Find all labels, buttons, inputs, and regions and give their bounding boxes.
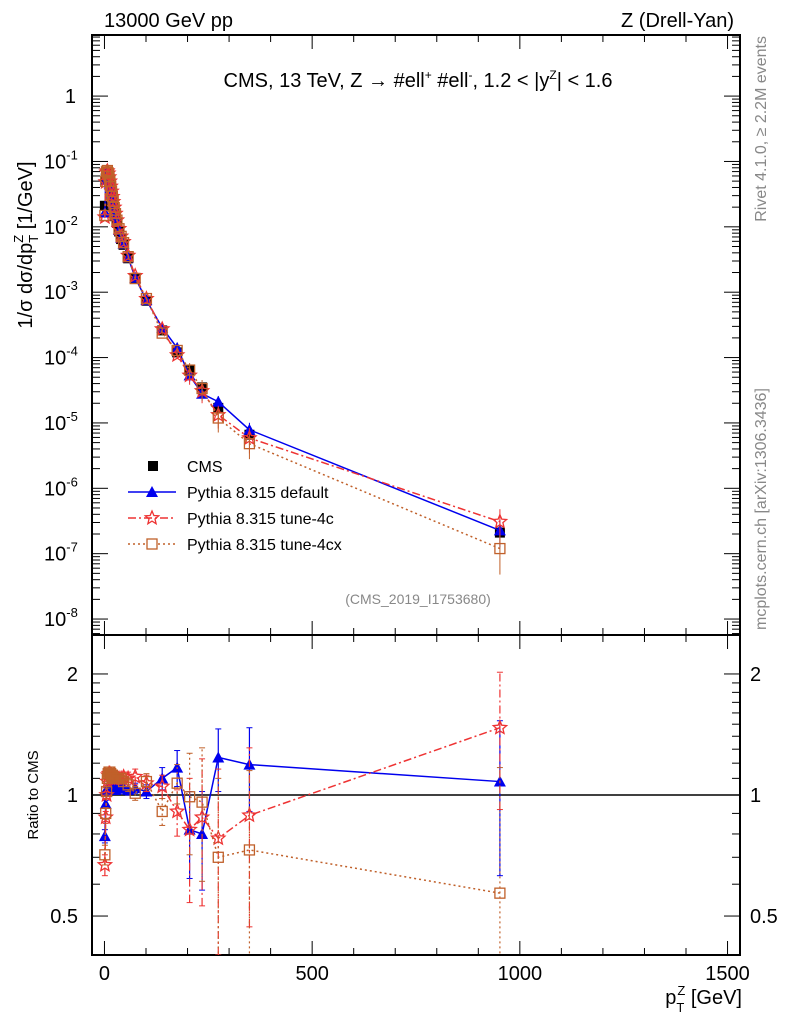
ratio-point-default: [212, 751, 225, 763]
ratio-point-tune-4cx: [494, 887, 506, 899]
main-line-tune-4c: [104, 169, 501, 523]
main-point-tune-4cx: [212, 412, 224, 424]
x-tick-label: 1500: [705, 963, 750, 985]
y-tick-label: 10-5: [44, 409, 78, 435]
ratio-point-tune-4cx: [171, 777, 183, 789]
x-tick-label: 500: [295, 963, 328, 985]
ratio-point-tune-4cx: [212, 851, 224, 863]
ratio-point-default: [98, 830, 111, 842]
ratio-point-tune-4cx: [129, 787, 141, 799]
mcplots-label: mcplots.cern.ch [arXiv:1306.3436]: [753, 388, 770, 630]
main-point-tune-4cx: [171, 344, 183, 357]
main-point-tune-4cx: [108, 201, 120, 214]
ratio-point-tune-4cx: [156, 805, 168, 818]
ratio-point-tune-4cx: [100, 785, 113, 798]
ratio-line-tune-4c: [104, 727, 501, 865]
main-point-tune-4cx: [111, 214, 123, 226]
header-right: Z (Drell-Yan): [621, 10, 734, 32]
main-point-tune-4cx: [156, 327, 168, 339]
rivet-version-label: Rivet 4.1.0, ≥ 2.2M events: [753, 36, 770, 222]
legend-item-cms: CMS: [148, 459, 223, 476]
legend-marker-cms: [148, 461, 158, 471]
ratio-point-tune-4cx: [243, 844, 256, 856]
ratio-point-tune-4cx: [99, 849, 111, 861]
ratio-point-tune-4c: [126, 768, 144, 784]
legend-item-tune-4cx: Pythia 8.315 tune-4cx: [128, 537, 342, 554]
x-tick-label: 0: [99, 963, 110, 985]
ratio-y-tick-label-left: 1: [67, 785, 78, 807]
main-point-tune-4cx: [113, 223, 125, 235]
ratio-y-tick-label-right: 1: [750, 785, 761, 807]
ratio-plot-marks: [92, 671, 740, 955]
ratio-point-tune-4c: [241, 806, 258, 823]
main-point-tune-4cx: [122, 250, 134, 263]
legend-label-cms: CMS: [187, 459, 223, 476]
ratio-point-tune-4c: [168, 802, 186, 819]
legend-label-tune-4cx: Pythia 8.315 tune-4cx: [187, 537, 342, 554]
legend-item-default: Pythia 8.315 default: [128, 485, 329, 502]
main-point-tune-4cx: [243, 438, 256, 450]
ratio-point-tune-4c: [181, 821, 198, 837]
y-axis-label: 1/σ dσ/dpTZ [1/GeV]: [11, 161, 41, 328]
ratio-y-tick-label-left: 0.5: [50, 906, 78, 928]
ratio-point-default: [196, 827, 209, 839]
main-line-default: [104, 170, 501, 532]
main-point-tune-4cx: [102, 167, 114, 179]
y-tick-label: 1: [65, 86, 76, 108]
legend-item-tune-4c: Pythia 8.315 tune-4c: [128, 509, 334, 528]
plot-title: CMS, 13 TeV, Z → #ell+ #ell-, 1.2 < |yZ|…: [224, 68, 613, 92]
legend-label-tune-4c: Pythia 8.315 tune-4c: [187, 511, 334, 528]
main-point-tune-4cx: [117, 237, 130, 249]
main-point-tune-4cx: [107, 195, 119, 208]
legend-marker-default: [146, 486, 158, 497]
main-point-tune-4cx: [183, 364, 196, 376]
ratio-y-tick-label-right: 0.5: [750, 906, 778, 928]
analysis-label: (CMS_2019_I1753680): [345, 591, 491, 607]
y-tick-label: 10-3: [44, 278, 78, 304]
x-tick-label: 1000: [498, 963, 543, 985]
axes: 0 500 1000 1500 1 10-1 10-2 10-3 10-4 10-5 10-6 10-…: [44, 34, 778, 985]
header-left: 13000 GeV pp: [104, 10, 233, 32]
y-tick-label: 10-6: [44, 474, 78, 500]
main-plot-marks: [96, 162, 509, 575]
ratio-point-tune-4c: [153, 777, 171, 794]
ratio-point-tune-4cx: [140, 775, 153, 788]
ratio-point-tune-4cx: [122, 779, 134, 791]
ratio-point-tune-4c: [96, 856, 114, 872]
y-tick-label: 10-4: [44, 344, 78, 370]
main-point-tune-4cx: [109, 207, 122, 220]
ratio-point-tune-4cx: [196, 796, 208, 808]
main-point-default: [212, 395, 225, 407]
main-point-tune-4cx: [494, 542, 506, 555]
main-point-tune-4c: [491, 513, 509, 529]
main-point-tune-4cx: [129, 272, 141, 285]
y-tick-label: 10-1: [44, 147, 78, 173]
x-axis-label: pTZ [GeV]: [665, 983, 742, 1015]
ratio-point-tune-4cx: [115, 772, 127, 785]
legend-marker-tune-4cx: [146, 538, 158, 550]
y-tick-label: 10-8: [44, 605, 78, 631]
y-tick-label: 10-7: [44, 540, 78, 566]
main-point-tune-4cx: [115, 230, 127, 242]
main-point-tune-4cx: [196, 382, 208, 395]
ratio-y-tick-label-right: 2: [750, 664, 761, 686]
legend-marker-tune-4c: [143, 509, 161, 526]
ratio-y-tick-label-left: 2: [67, 664, 78, 686]
main-point-tune-4cx: [140, 292, 153, 305]
y-tick-label: 10-2: [44, 213, 78, 239]
ratio-point-tune-4cx: [183, 791, 196, 803]
ratio-point-tune-4cx: [100, 807, 112, 820]
ratio-y-axis-label: Ratio to CMS: [25, 750, 42, 839]
ratio-point-tune-4c: [491, 718, 509, 735]
legend: CMS Pythia 8.315 default Pythia 8.315 tu…: [128, 459, 342, 554]
legend-label-default: Pythia 8.315 default: [187, 485, 329, 502]
